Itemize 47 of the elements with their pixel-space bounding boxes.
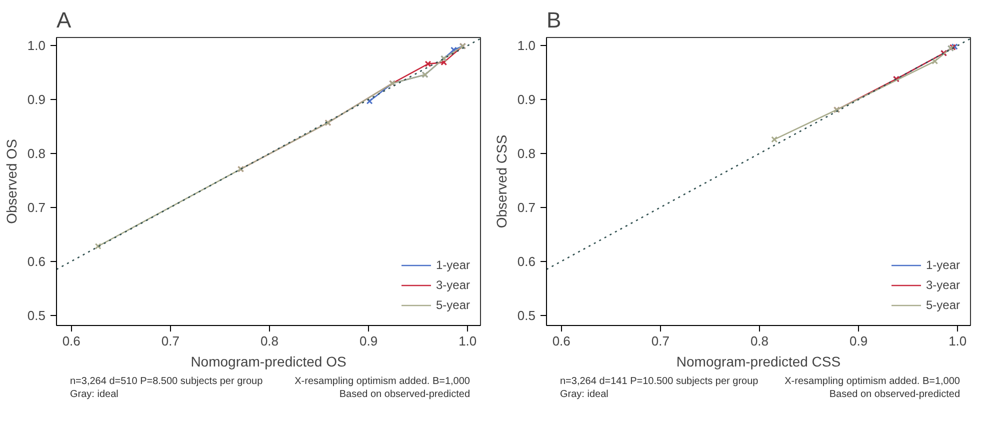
y-tick-label: 0.9 xyxy=(517,92,536,108)
legend-label: 1-year xyxy=(436,258,470,272)
point xyxy=(932,58,938,64)
legend-label: 5-year xyxy=(926,298,960,312)
y-tick-label: 0.6 xyxy=(27,254,46,269)
chart-title: B xyxy=(546,8,562,32)
text: n=3,264 d=510 P=8.500 subjects per group xyxy=(70,375,264,388)
x-tick-label: 0.6 xyxy=(552,334,570,348)
y-tick-label: 1.0 xyxy=(517,38,536,54)
y-tick-label: 0.7 xyxy=(27,200,46,215)
x-tick-label: 1.0 xyxy=(948,334,967,348)
y-tick-label: 0.7 xyxy=(517,200,536,215)
chart-title: A xyxy=(56,8,72,32)
legend-label: 1-year xyxy=(926,258,960,272)
x-tick-label: 0.8 xyxy=(750,334,769,348)
text: Gray: ideal xyxy=(560,388,610,401)
y-tick-label: 0.8 xyxy=(27,146,46,161)
x-tick-label: 0.7 xyxy=(651,334,670,348)
y-tick-label: 0.9 xyxy=(27,92,46,108)
text: Based on observed-predicted xyxy=(338,388,470,401)
y-tick-label: 0.8 xyxy=(517,146,536,161)
point xyxy=(366,98,373,104)
legend-label: 3-year xyxy=(926,278,960,292)
x-axis-title: Nomogram-predicted OS xyxy=(190,354,346,370)
point xyxy=(424,60,432,68)
text: n=3,264 d=141 P=10.500 subjects per group xyxy=(560,375,760,388)
y-tick-label: 0.6 xyxy=(517,254,536,269)
x-tick-label: 0.9 xyxy=(360,334,378,348)
x-tick-label: 0.6 xyxy=(62,334,80,348)
legend-label: 5-year xyxy=(436,298,470,312)
x-tick-label: 0.7 xyxy=(161,334,180,348)
y-axis-title: Observed OS xyxy=(3,139,20,224)
x-tick-label: 0.8 xyxy=(260,334,279,348)
point xyxy=(450,46,457,54)
y-axis-title: Observed CSS xyxy=(493,134,510,228)
text: Based on observed-predicted xyxy=(828,388,960,401)
text: Gray: ideal xyxy=(70,388,120,401)
x-tick-label: 1.0 xyxy=(458,334,477,348)
x-tick-label: 0.9 xyxy=(850,334,868,348)
y-tick-label: 0.5 xyxy=(27,308,46,323)
text: X-resampling optimism added. B=1,000 xyxy=(294,375,470,388)
text: X-resampling optimism added. B=1,000 xyxy=(784,375,960,388)
legend-label: 3-year xyxy=(436,278,470,292)
point xyxy=(440,59,448,66)
y-tick-label: 0.5 xyxy=(517,308,536,323)
x-axis-title: Nomogram-predicted CSS xyxy=(676,354,841,370)
y-tick-label: 1.0 xyxy=(27,38,46,54)
